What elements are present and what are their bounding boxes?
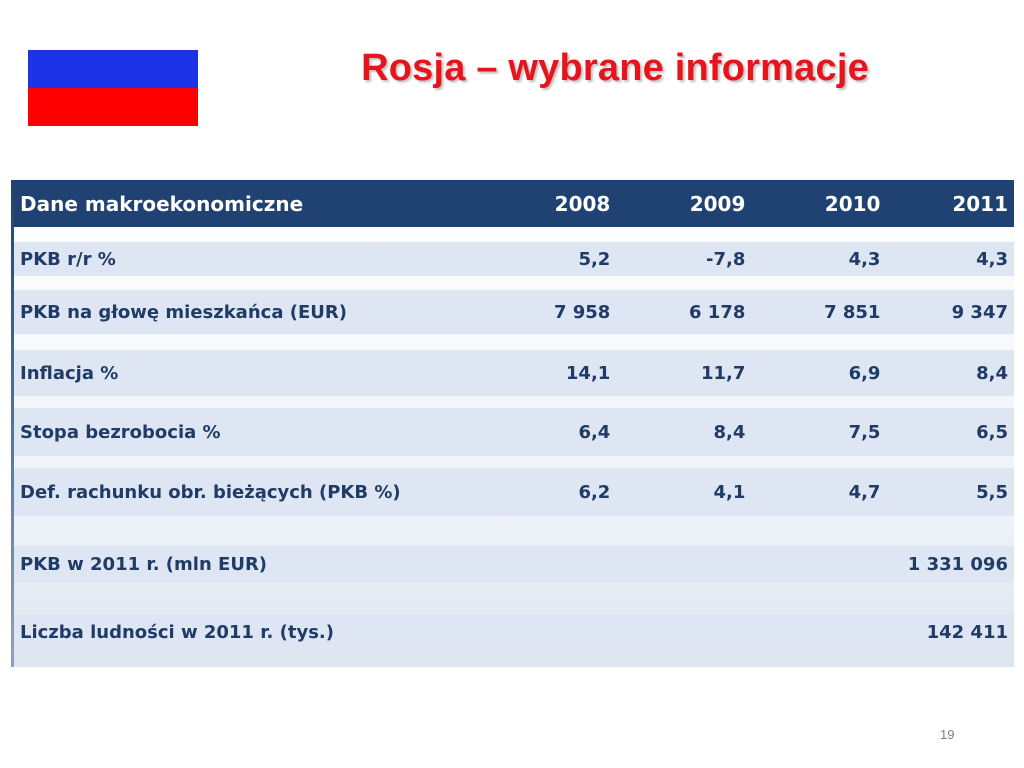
summary-label: PKB w 2011 r. (mln EUR) [20,553,268,575]
row-value: 6,4 [578,421,611,443]
row-value: 8,4 [976,362,1009,384]
table-left-edge [11,180,14,667]
slide-title: Rosja – wybrane informacje [361,47,869,89]
row-value: 9 347 [951,301,1009,323]
row-value: 7,5 [848,421,881,443]
header-year-2010: 2010 [824,191,881,216]
flag-blue-stripe [28,50,198,88]
row-label: PKB r/r % [20,248,116,270]
summary-row: Liczba ludności w 2011 r. (tys.) 142 411 [14,614,1014,650]
row-value: 6,2 [578,481,611,503]
table-header-row: Dane makroekonomiczne 2008 2009 2010 201… [14,180,1014,227]
row-value: 4,3 [976,248,1009,270]
row-label: PKB na głowę mieszkańca (EUR) [20,301,347,323]
row-label: Inflacja % [20,362,119,384]
row-value: 5,5 [976,481,1009,503]
row-value: 4,3 [848,248,881,270]
row-value: 14,1 [565,362,611,384]
row-label: Stopa bezrobocia % [20,421,221,443]
row-value: 8,4 [713,421,746,443]
header-year-2011: 2011 [952,191,1009,216]
row-value: 4,7 [848,481,881,503]
russia-flag [28,12,198,126]
table-row: Stopa bezrobocia % 6,4 8,4 7,5 6,5 [14,408,1014,456]
table-row: PKB r/r % 5,2 -7,8 4,3 4,3 [14,242,1014,276]
summary-value: 142 411 [926,621,1008,643]
page-number: 19 [940,727,955,742]
row-label: Def. rachunku obr. bieżących (PKB %) [20,481,401,503]
row-value: 11,7 [700,362,746,384]
summary-value: 1 331 096 [907,553,1008,575]
flag-white-stripe [28,12,198,50]
header-year-2009: 2009 [689,191,746,216]
row-value: 6,9 [848,362,881,384]
table-row: Def. rachunku obr. bieżących (PKB %) 6,2… [14,468,1014,516]
macro-table: Dane makroekonomiczne 2008 2009 2010 201… [11,180,1014,667]
row-value: 7 958 [553,301,611,323]
row-value: -7,8 [706,248,746,270]
row-value: 7 851 [824,301,881,323]
header-year-2008: 2008 [554,191,611,216]
row-value: 6 178 [689,301,746,323]
flag-red-stripe [28,88,198,126]
header-label: Dane makroekonomiczne [20,191,304,216]
row-value: 5,2 [578,248,611,270]
table-row: PKB na głowę mieszkańca (EUR) 7 958 6 17… [14,290,1014,334]
table-row: Inflacja % 14,1 11,7 6,9 8,4 [14,350,1014,396]
summary-row: PKB w 2011 r. (mln EUR) 1 331 096 [14,546,1014,582]
row-value: 6,5 [976,421,1009,443]
row-value: 4,1 [713,481,746,503]
summary-label: Liczba ludności w 2011 r. (tys.) [20,621,334,643]
